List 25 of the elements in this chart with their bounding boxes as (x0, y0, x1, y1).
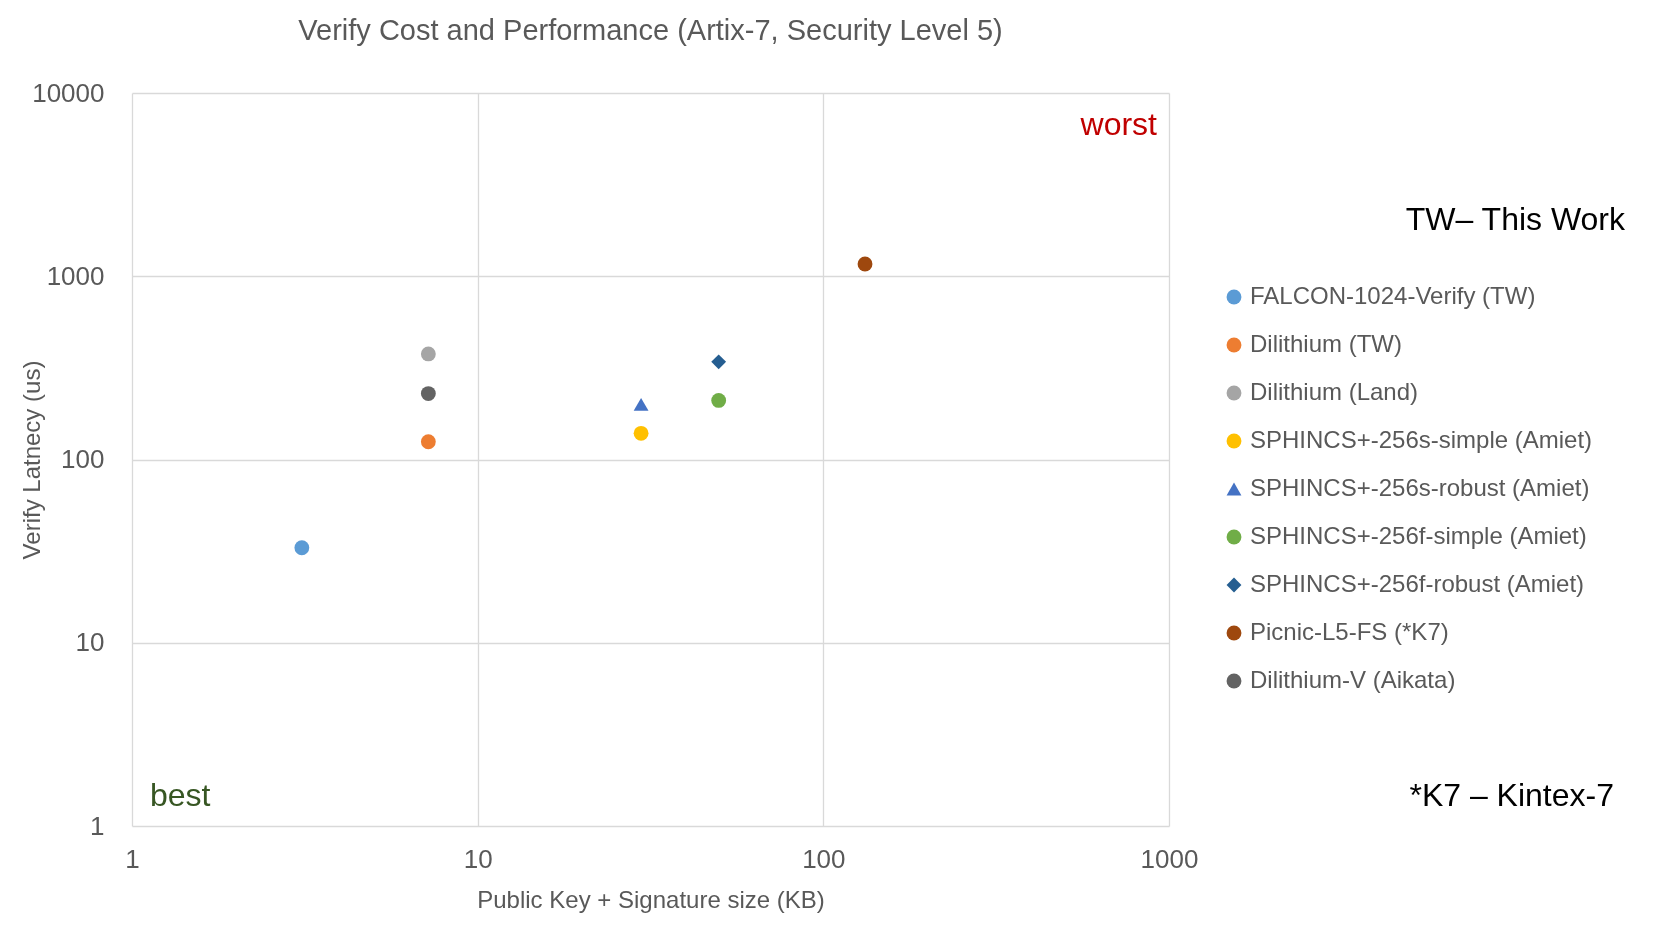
legend-label: SPHINCS+-256f-simple (Amiet) (1250, 522, 1587, 549)
legend-label: Picnic-L5-FS (*K7) (1250, 618, 1449, 645)
text: TW– This Work (1405, 201, 1626, 237)
y-tick-label: 1 (90, 810, 105, 841)
x-tick-label: 1000 (1140, 843, 1199, 874)
legend-label: SPHINCS+-256f-robust (Amiet) (1250, 570, 1585, 597)
y-tick-label: 10000 (32, 77, 105, 108)
y-tick-label: 100 (61, 444, 105, 474)
annotation: worst (1079, 106, 1158, 142)
x-tick-label: 1 (125, 843, 140, 874)
legend-label: SPHINCS+-256s-simple (Amiet) (1250, 426, 1593, 453)
y-tick-label: 1000 (46, 260, 105, 291)
x-axis-title: Public Key + Signature size (KB) (477, 885, 825, 913)
legend-label: FALCON-1024-Verify (TW) (1250, 282, 1536, 309)
y-tick-label: 10 (75, 627, 105, 658)
legend-label: Dilithium-V (Aikata) (1250, 666, 1456, 693)
chart-title: Verify Cost and Performance (Artix-7, Security Level 5) (298, 14, 1003, 46)
x-tick-label: 10 (463, 843, 493, 874)
legend-label: Dilithium (Land) (1250, 378, 1419, 405)
y-axis-title: Verify Latnecy (us) (17, 360, 45, 560)
legend-label: Dilithium (TW) (1250, 330, 1402, 357)
annotation: best (150, 777, 211, 813)
x-tick-label: 100 (802, 843, 846, 874)
legend-label: SPHINCS+-256s-robust (Amiet) (1250, 474, 1590, 501)
text: *K7 – Kintex-7 (1409, 777, 1614, 813)
